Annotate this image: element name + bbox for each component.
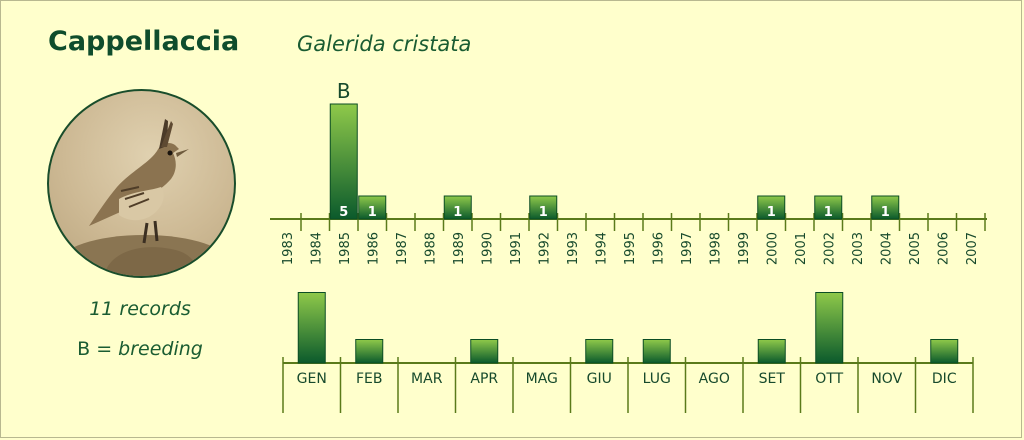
year-bar (329, 103, 358, 220)
year-tick-label: 2000 (765, 232, 780, 265)
year-tick-label: 2003 (851, 232, 866, 265)
year-tick-label: 2007 (965, 232, 980, 265)
year-tick-label: 1983 (281, 232, 296, 265)
species-scientific-name: Galerida cristata (297, 32, 472, 56)
month-tick-label: MAR (411, 371, 443, 387)
month-bar (757, 339, 786, 364)
year-bar (757, 195, 786, 220)
year-tick-label: 1997 (680, 232, 695, 265)
legend-separator: = (90, 338, 119, 360)
month-tick-label: GEN (297, 371, 327, 387)
year-tick-label: 1995 (623, 232, 638, 265)
year-bar-value-label: 1 (767, 205, 776, 220)
year-tick-label: 1989 (452, 232, 467, 265)
month-tick-label: SET (759, 371, 786, 387)
year-tick-label: 1998 (708, 232, 723, 265)
month-tick-label: AGO (699, 371, 730, 387)
month-tick-label: APR (470, 371, 498, 387)
legend-text: breeding (118, 338, 203, 360)
species-common-name: Cappellaccia (48, 26, 240, 57)
year-tick-label: 1999 (737, 232, 752, 265)
year-bar (529, 195, 558, 220)
month-bar (297, 292, 326, 364)
month-bar (355, 339, 384, 364)
month-tick-label: DIC (932, 371, 957, 387)
breeding-annotation: B (337, 79, 351, 103)
year-tick-label: 1996 (651, 232, 666, 265)
record-count: 11 records (89, 298, 191, 320)
year-bar-value-label: 1 (539, 205, 548, 220)
crested-lark-photo-icon (47, 89, 236, 278)
year-bar-value-label: 1 (368, 205, 377, 220)
year-tick-label: 1992 (537, 232, 552, 265)
month-bar (642, 339, 671, 364)
year-bar-value-label: 1 (824, 205, 833, 220)
year-tick-label: 2004 (879, 232, 894, 265)
legend-breeding: B = breeding (0, 338, 280, 360)
year-tick-label: 1984 (309, 232, 324, 265)
month-tick-label: LUG (643, 371, 671, 387)
year-tick-label: 1987 (395, 232, 410, 265)
year-tick-label: 1991 (509, 232, 524, 265)
year-bar (814, 195, 843, 220)
month-tick-label: NOV (871, 371, 902, 387)
year-tick-label: 1990 (480, 232, 495, 265)
month-tick-label: FEB (356, 371, 383, 387)
year-tick-label: 1993 (566, 232, 581, 265)
month-tick-label: OTT (815, 371, 843, 387)
year-tick-label: 1986 (366, 232, 381, 265)
month-bar (815, 292, 844, 364)
year-chart: 1983 1984 1985 5 B 1986 1 1987 1988 1989 1 1990 1991… (270, 79, 987, 265)
year-bar (443, 195, 472, 220)
month-tick-label: MAG (526, 371, 558, 387)
month-bar (585, 339, 614, 364)
month-chart: GEN FEB MAR APR MAG GIU LUG AGO SET OTT NOV DIC (282, 292, 974, 413)
year-bar-value-label: 1 (453, 205, 462, 220)
year-tick-label: 2001 (794, 232, 809, 265)
year-tick-label: 2005 (908, 232, 923, 265)
year-bar-value-label: 5 (339, 205, 348, 220)
month-tick-label: GIU (587, 371, 612, 387)
year-bar (358, 195, 387, 220)
year-tick-label: 2006 (936, 232, 951, 265)
month-bar (930, 339, 959, 364)
year-tick-label: 2002 (822, 232, 837, 265)
year-bar (871, 195, 900, 220)
month-bar (470, 339, 499, 364)
year-tick-label: 1988 (423, 232, 438, 265)
year-tick-label: 1994 (594, 232, 609, 265)
year-bar-value-label: 1 (881, 205, 890, 220)
legend-code: B (77, 338, 91, 360)
year-tick-label: 1985 (338, 232, 353, 265)
